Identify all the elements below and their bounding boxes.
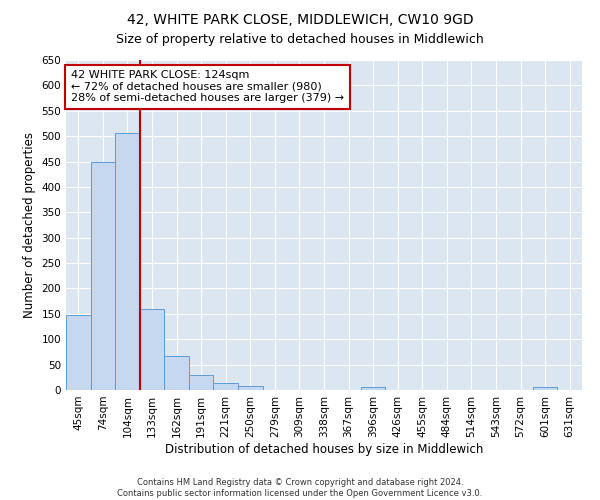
Bar	[533, 388, 557, 390]
Text: 42, WHITE PARK CLOSE, MIDDLEWICH, CW10 9GD: 42, WHITE PARK CLOSE, MIDDLEWICH, CW10 9…	[127, 12, 473, 26]
Bar	[140, 309, 164, 390]
Bar	[361, 388, 385, 390]
Bar	[238, 386, 263, 390]
Text: 42 WHITE PARK CLOSE: 124sqm
← 72% of detached houses are smaller (980)
28% of se: 42 WHITE PARK CLOSE: 124sqm ← 72% of det…	[71, 70, 344, 103]
Bar	[66, 315, 91, 390]
Text: Size of property relative to detached houses in Middlewich: Size of property relative to detached ho…	[116, 32, 484, 46]
X-axis label: Distribution of detached houses by size in Middlewich: Distribution of detached houses by size …	[165, 442, 483, 456]
Y-axis label: Number of detached properties: Number of detached properties	[23, 132, 36, 318]
Bar	[214, 384, 238, 390]
Bar	[189, 375, 214, 390]
Bar	[164, 356, 189, 390]
Bar	[115, 132, 140, 390]
Bar	[91, 162, 115, 390]
Text: Contains HM Land Registry data © Crown copyright and database right 2024.
Contai: Contains HM Land Registry data © Crown c…	[118, 478, 482, 498]
